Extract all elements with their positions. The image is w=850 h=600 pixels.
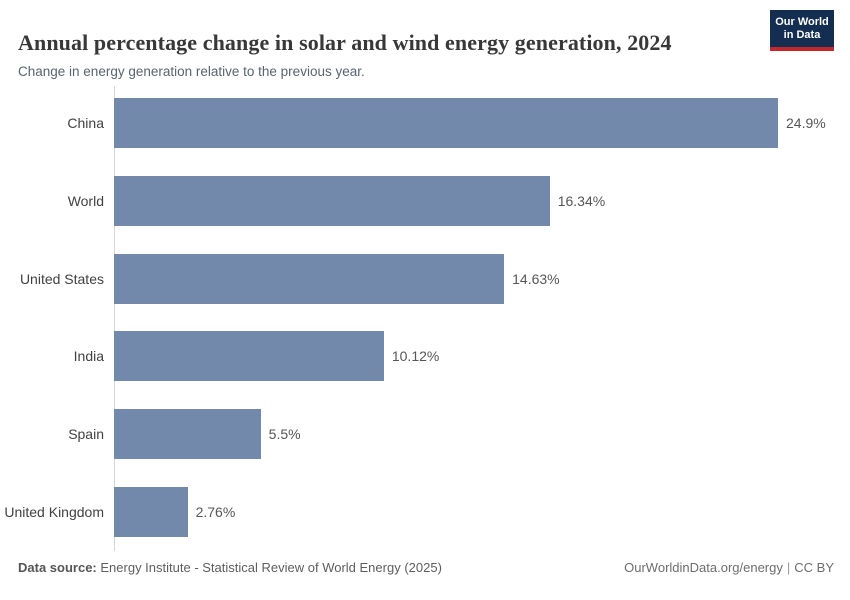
bar-chart: China 24.9% World 16.34% United States 14.63%… [0,84,850,551]
category-label[interactable]: United Kingdom [4,504,104,521]
category-label[interactable]: India [73,348,104,365]
bar-row: India 10.12% [0,317,850,395]
bar-plot-area: 2.76% [114,473,850,551]
bar[interactable] [114,487,188,538]
category-label[interactable]: United States [19,270,104,287]
bar[interactable] [114,97,778,148]
owid-url-link[interactable]: OurWorldinData.org/energy [624,560,783,575]
data-source-text: Energy Institute - Statistical Review of… [100,560,442,575]
chart-footer: Data source: Energy Institute - Statisti… [18,560,834,575]
bar-row: World 16.34% [0,162,850,240]
category-label[interactable]: China [67,114,104,131]
owid-logo-line2: in Data [783,28,821,41]
owid-logo[interactable]: Our World in Data [770,10,834,51]
bar-row: United States 14.63% [0,240,850,318]
page-title: Annual percentage change in solar and wi… [18,29,672,55]
value-label: 2.76% [195,504,236,521]
bar-row: China 24.9% [0,84,850,162]
value-label: 16.34% [557,192,606,209]
bar-plot-area: 14.63% [114,240,850,318]
license-link[interactable]: CC BY [794,560,834,575]
bar-plot-area: 5.5% [114,395,850,473]
data-source-label: Data source: [18,560,97,575]
bar[interactable] [114,331,384,382]
owid-logo-line1: Our World [775,15,829,28]
category-label[interactable]: Spain [68,426,104,443]
bar-plot-area: 16.34% [114,162,850,240]
bar-plot-area: 24.9% [114,84,850,162]
bar-row: United Kingdom 2.76% [0,473,850,551]
bar[interactable] [114,409,261,460]
value-label: 5.5% [268,426,301,443]
bar[interactable] [114,253,505,304]
value-label: 10.12% [391,348,440,365]
bar-plot-area: 10.12% [114,317,850,395]
footer-links: OurWorldinData.org/energy | CC BY [624,560,834,575]
y-axis-line [114,86,115,551]
chart-subtitle: Change in energy generation relative to … [18,63,365,79]
value-label: 24.9% [786,114,826,131]
category-label[interactable]: World [67,192,104,209]
data-source-note: Data source: Energy Institute - Statisti… [18,560,442,575]
value-label: 14.63% [512,270,560,287]
bar-row: Spain 5.5% [0,395,850,473]
bar[interactable] [114,175,550,226]
footer-separator: | [786,560,791,575]
